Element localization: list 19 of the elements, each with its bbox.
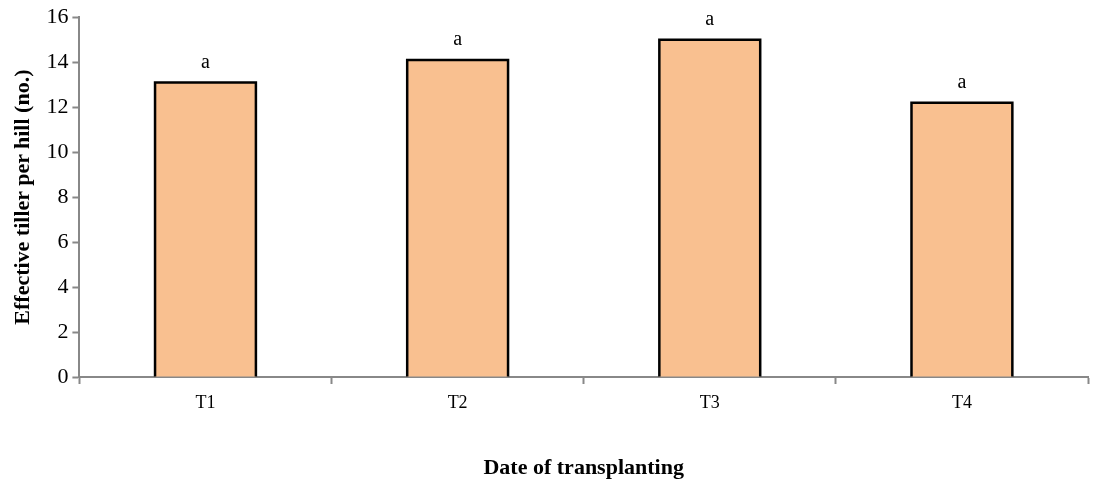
x-tick-label: T3 — [699, 391, 720, 412]
y-tick-label: 16 — [46, 2, 69, 28]
y-tick-label: 10 — [46, 137, 69, 163]
y-tick-label: 2 — [57, 317, 69, 343]
annotation: a — [453, 27, 463, 50]
x-tick-label: T1 — [195, 391, 216, 412]
y-tick-label: 6 — [57, 227, 69, 253]
x-tick-label: T2 — [447, 391, 468, 412]
annotation: a — [201, 49, 211, 72]
annotation: a — [705, 6, 715, 29]
x-axis-title: Date of transplanting — [483, 454, 684, 480]
y-tick-label: 0 — [57, 362, 69, 388]
y-tick-label: 12 — [46, 92, 69, 118]
y-tick-label: 4 — [57, 272, 69, 298]
y-axis-title: Effective tiller per hill (no.) — [8, 69, 34, 325]
y-tick-label: 8 — [57, 182, 69, 208]
y-tick-label: 14 — [46, 47, 69, 73]
annotation: a — [957, 69, 967, 92]
x-tick-label: T4 — [951, 391, 972, 412]
